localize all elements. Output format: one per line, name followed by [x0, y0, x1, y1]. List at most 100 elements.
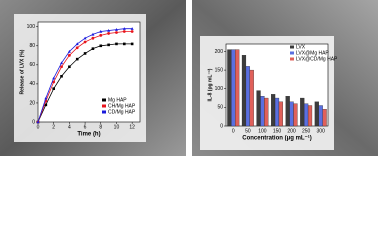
- legend-label: CH/Mg HAP: [108, 103, 136, 109]
- x-tick-label: 10: [114, 124, 120, 130]
- y-axis-label: Release of LVX (%): [19, 49, 25, 94]
- marker: [107, 43, 110, 47]
- bar: [293, 103, 298, 127]
- marker: [122, 30, 126, 33]
- marker: [52, 80, 56, 84]
- bar: [260, 96, 265, 127]
- y-tick-label: 0: [220, 123, 223, 129]
- bar: [256, 90, 261, 127]
- marker: [91, 47, 95, 50]
- marker: [115, 31, 118, 34]
- legend-swatch: [102, 104, 106, 108]
- x-tick-label: 6: [84, 124, 87, 130]
- legend-swatch: [290, 51, 294, 55]
- legend-swatch: [290, 57, 294, 61]
- bar: [289, 101, 294, 127]
- bar: [245, 66, 250, 127]
- y-tick-label: 100: [27, 24, 36, 30]
- y-tick-label: 150: [215, 67, 224, 73]
- bar: [285, 96, 290, 127]
- marker: [83, 36, 87, 40]
- marker: [114, 28, 118, 31]
- bar: [241, 55, 247, 127]
- y-axis-label: IL-8 (pg mL⁻¹): [207, 68, 213, 101]
- marker: [130, 30, 134, 33]
- bar: [278, 101, 283, 127]
- marker: [44, 96, 48, 100]
- page: {"chart_data":[ {"type":"line","ylabel":…: [0, 0, 378, 156]
- plot-area: [37, 21, 141, 123]
- marker: [67, 53, 71, 57]
- marker: [83, 40, 87, 44]
- marker: [60, 61, 64, 65]
- marker: [130, 27, 134, 30]
- marker: [83, 52, 87, 55]
- bar: [264, 97, 269, 127]
- x-tick-label: 4: [68, 124, 71, 130]
- marker: [36, 120, 40, 124]
- x-tick-label: 2: [52, 124, 55, 130]
- legend-label: LVX: [296, 44, 306, 50]
- x-tick-label: 12: [129, 124, 135, 130]
- legend-swatch: [102, 110, 106, 114]
- bar: [304, 103, 309, 127]
- x-tick-label: 8: [99, 124, 102, 130]
- marker: [91, 36, 95, 40]
- marker: [107, 32, 111, 35]
- y-tick-label: 0: [32, 119, 35, 125]
- legend-label: CD/Mg HAP: [108, 109, 136, 115]
- bar: [274, 97, 280, 127]
- x-tick-label: 0: [37, 124, 40, 130]
- bar: [300, 97, 305, 127]
- x-axis-label: Time (h): [77, 132, 100, 138]
- y-tick-label: 100: [215, 86, 224, 92]
- marker: [75, 46, 79, 50]
- bar: [307, 105, 313, 127]
- y-tick-label: 40: [29, 81, 35, 87]
- bar: [227, 49, 232, 127]
- marker: [52, 76, 56, 80]
- marker: [52, 87, 55, 90]
- y-tick-label: 200: [215, 49, 224, 55]
- marker: [107, 28, 111, 32]
- legend-label: LVX@Mg HAP: [296, 50, 329, 56]
- x-tick-label: 100: [258, 128, 267, 134]
- bar: [322, 109, 327, 127]
- marker: [99, 44, 103, 48]
- y-tick-label: 60: [29, 62, 35, 68]
- bar: [271, 94, 276, 127]
- marker: [60, 74, 63, 78]
- marker: [60, 65, 63, 69]
- x-tick-label: 50: [245, 128, 251, 134]
- bar: [235, 49, 240, 127]
- legend-label: LVX@CD/Mg HAP: [296, 56, 338, 62]
- marker: [99, 29, 103, 33]
- x-tick-label: 200: [287, 128, 296, 134]
- legend-swatch: [102, 98, 106, 102]
- bar: [249, 69, 254, 127]
- marker: [115, 42, 118, 46]
- legend-swatch: [290, 45, 294, 49]
- marker: [130, 42, 134, 46]
- y-tick-label: 20: [29, 100, 35, 106]
- x-tick-label: 250: [302, 128, 311, 134]
- x-tick-label: 0: [232, 128, 235, 134]
- legend-label: Mg HAP: [108, 97, 127, 103]
- marker: [91, 32, 95, 36]
- bar: [231, 49, 236, 127]
- marker: [99, 33, 103, 37]
- x-tick-label: 300: [317, 128, 326, 134]
- marker: [68, 65, 71, 69]
- x-tick-label: 150: [273, 128, 282, 134]
- bar: [318, 105, 323, 127]
- marker: [122, 27, 126, 30]
- marker: [75, 57, 79, 61]
- bar: [314, 101, 319, 127]
- marker: [75, 42, 79, 46]
- marker: [123, 42, 126, 46]
- y-tick-label: 80: [29, 43, 35, 49]
- x-axis-label: Concentration (μg mL⁻¹): [242, 135, 312, 142]
- marker: [67, 49, 71, 53]
- marker: [44, 103, 48, 107]
